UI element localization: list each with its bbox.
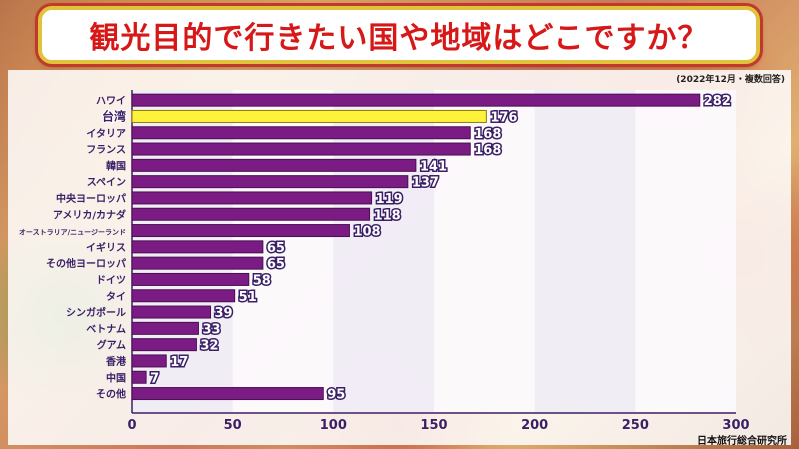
value-label: 51 bbox=[239, 290, 257, 305]
source-label: 日本旅行総合研究所 bbox=[697, 436, 787, 447]
grid-band bbox=[635, 90, 736, 413]
bar bbox=[131, 158, 417, 172]
category-label: その他 bbox=[96, 388, 126, 401]
value-label: 65 bbox=[267, 257, 285, 272]
category-label: ハワイ bbox=[96, 95, 126, 107]
survey-note: (2022年12月・複数回答) bbox=[676, 75, 785, 85]
category-label: 韓国 bbox=[106, 159, 126, 172]
bar bbox=[131, 272, 250, 286]
value-label: 168 bbox=[474, 127, 501, 142]
value-label: 32 bbox=[200, 339, 218, 354]
grid-band bbox=[534, 90, 636, 413]
chart-title: 観光目的で行きたい国や地域はどこですか？ bbox=[89, 21, 709, 56]
bar bbox=[131, 387, 324, 401]
bar bbox=[131, 321, 199, 335]
category-label: グアム bbox=[97, 339, 126, 352]
category-label: イギリス bbox=[86, 241, 126, 254]
x-tick-label: 0 bbox=[127, 418, 136, 433]
value-label: 176 bbox=[490, 110, 517, 125]
x-tick-label: 300 bbox=[722, 418, 749, 433]
value-label: 108 bbox=[353, 225, 380, 240]
category-label: ベトナム bbox=[86, 323, 126, 335]
value-label: 17 bbox=[170, 355, 188, 370]
category-label: 台湾 bbox=[102, 108, 126, 123]
value-label: 58 bbox=[253, 273, 271, 288]
bar bbox=[131, 93, 701, 107]
value-label: 7 bbox=[150, 371, 159, 386]
value-label: 168 bbox=[474, 143, 501, 158]
bar bbox=[131, 142, 471, 156]
title-banner: 観光目的で行きたい国や地域はどこですか？ bbox=[38, 6, 760, 64]
category-label: 中国 bbox=[106, 371, 126, 384]
category-label: オーストラリア/ニュージーランド bbox=[19, 229, 126, 237]
category-label: シンガポール bbox=[66, 306, 126, 319]
bar bbox=[131, 289, 236, 303]
category-label: スペイン bbox=[87, 177, 126, 189]
value-label: 141 bbox=[420, 159, 447, 174]
bar bbox=[131, 338, 197, 352]
value-label: 65 bbox=[267, 241, 285, 256]
x-tick-label: 200 bbox=[521, 418, 548, 433]
bar bbox=[131, 256, 264, 270]
x-tick-label: 250 bbox=[622, 418, 649, 433]
value-label: 39 bbox=[215, 306, 233, 321]
value-label: 137 bbox=[412, 176, 439, 191]
bar bbox=[131, 109, 487, 123]
bar bbox=[131, 354, 167, 368]
category-label: ドイツ bbox=[96, 274, 126, 286]
x-tick-label: 100 bbox=[320, 418, 347, 433]
value-label: 118 bbox=[374, 208, 401, 223]
category-label: 香港 bbox=[106, 355, 127, 368]
category-label: 中央ヨーロッパ bbox=[56, 192, 126, 205]
bar bbox=[131, 191, 373, 205]
bar bbox=[131, 240, 264, 254]
value-label: 119 bbox=[376, 192, 403, 207]
x-tick-label: 50 bbox=[224, 418, 242, 433]
bar bbox=[131, 126, 471, 140]
category-label: イタリア bbox=[86, 128, 126, 140]
value-label: 282 bbox=[704, 94, 731, 109]
bar bbox=[131, 370, 147, 384]
value-label: 95 bbox=[327, 388, 345, 403]
category-label: その他ヨーロッパ bbox=[46, 257, 126, 270]
category-label: アメリカ/カナダ bbox=[53, 208, 126, 221]
bar bbox=[131, 207, 371, 221]
bar bbox=[131, 175, 409, 189]
category-label: フランス bbox=[86, 144, 126, 156]
x-tick-label: 150 bbox=[420, 418, 447, 433]
category-label: タイ bbox=[106, 291, 126, 303]
bar bbox=[131, 305, 212, 319]
bar bbox=[131, 224, 350, 238]
value-label: 33 bbox=[202, 322, 220, 337]
